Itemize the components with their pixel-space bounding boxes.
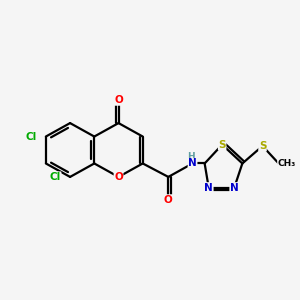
Text: CH₃: CH₃ (278, 159, 296, 168)
Text: S: S (218, 140, 226, 150)
Text: O: O (114, 95, 123, 105)
Text: O: O (164, 195, 173, 205)
Text: Cl: Cl (26, 131, 37, 142)
Text: H: H (188, 152, 195, 161)
Text: N: N (188, 158, 197, 169)
Text: N: N (204, 183, 213, 193)
Text: N: N (230, 183, 239, 193)
Text: S: S (259, 141, 266, 151)
Text: Cl: Cl (50, 172, 61, 182)
Text: O: O (114, 172, 123, 182)
